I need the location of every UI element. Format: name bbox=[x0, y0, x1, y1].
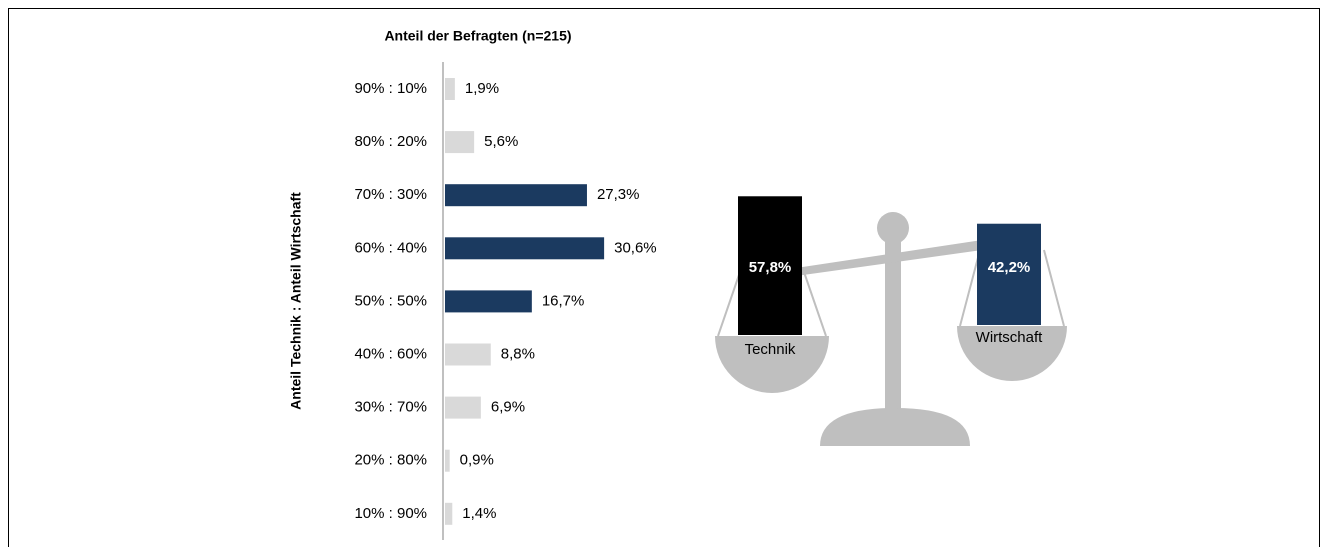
pivot bbox=[877, 212, 909, 244]
value-label: 1,9% bbox=[465, 80, 499, 97]
frame bbox=[9, 9, 1320, 547]
category-label: 70% : 30% bbox=[354, 186, 427, 203]
category-label: 40% : 60% bbox=[354, 345, 427, 362]
bar bbox=[445, 131, 474, 153]
value-label: 6,9% bbox=[491, 399, 525, 416]
bar bbox=[445, 397, 481, 419]
balance-value: 57,8% bbox=[749, 259, 792, 276]
chart-title: Anteil der Befragten (n=215) bbox=[384, 28, 571, 44]
y-axis-label: Anteil Technik : Anteil Wirtschaft bbox=[288, 192, 304, 410]
bar bbox=[445, 78, 455, 100]
category-label: 60% : 40% bbox=[354, 239, 427, 256]
category-label: 10% : 90% bbox=[354, 505, 427, 522]
category-label: 30% : 70% bbox=[354, 399, 427, 416]
bar bbox=[445, 290, 532, 312]
category-label: 20% : 80% bbox=[354, 452, 427, 469]
value-label: 16,7% bbox=[542, 292, 585, 309]
balance-value: 42,2% bbox=[988, 259, 1031, 276]
balance-label: Technik bbox=[745, 341, 796, 358]
category-label: 50% : 50% bbox=[354, 292, 427, 309]
value-label: 30,6% bbox=[614, 239, 657, 256]
bar bbox=[445, 344, 491, 366]
chart: Anteil der Befragten (n=215) Anteil Techn… bbox=[0, 0, 1329, 547]
base bbox=[820, 408, 970, 446]
value-label: 8,8% bbox=[501, 345, 535, 362]
bar bbox=[445, 503, 452, 525]
bar bbox=[445, 450, 450, 472]
category-label: 80% : 20% bbox=[354, 133, 427, 150]
value-label: 27,3% bbox=[597, 186, 640, 203]
category-label: 90% : 10% bbox=[354, 80, 427, 97]
value-label: 5,6% bbox=[484, 133, 518, 150]
bar bbox=[445, 237, 604, 259]
value-label: 0,9% bbox=[460, 452, 494, 469]
balance-label: Wirtschaft bbox=[976, 329, 1044, 346]
bar bbox=[445, 184, 587, 206]
value-label: 1,4% bbox=[462, 505, 496, 522]
